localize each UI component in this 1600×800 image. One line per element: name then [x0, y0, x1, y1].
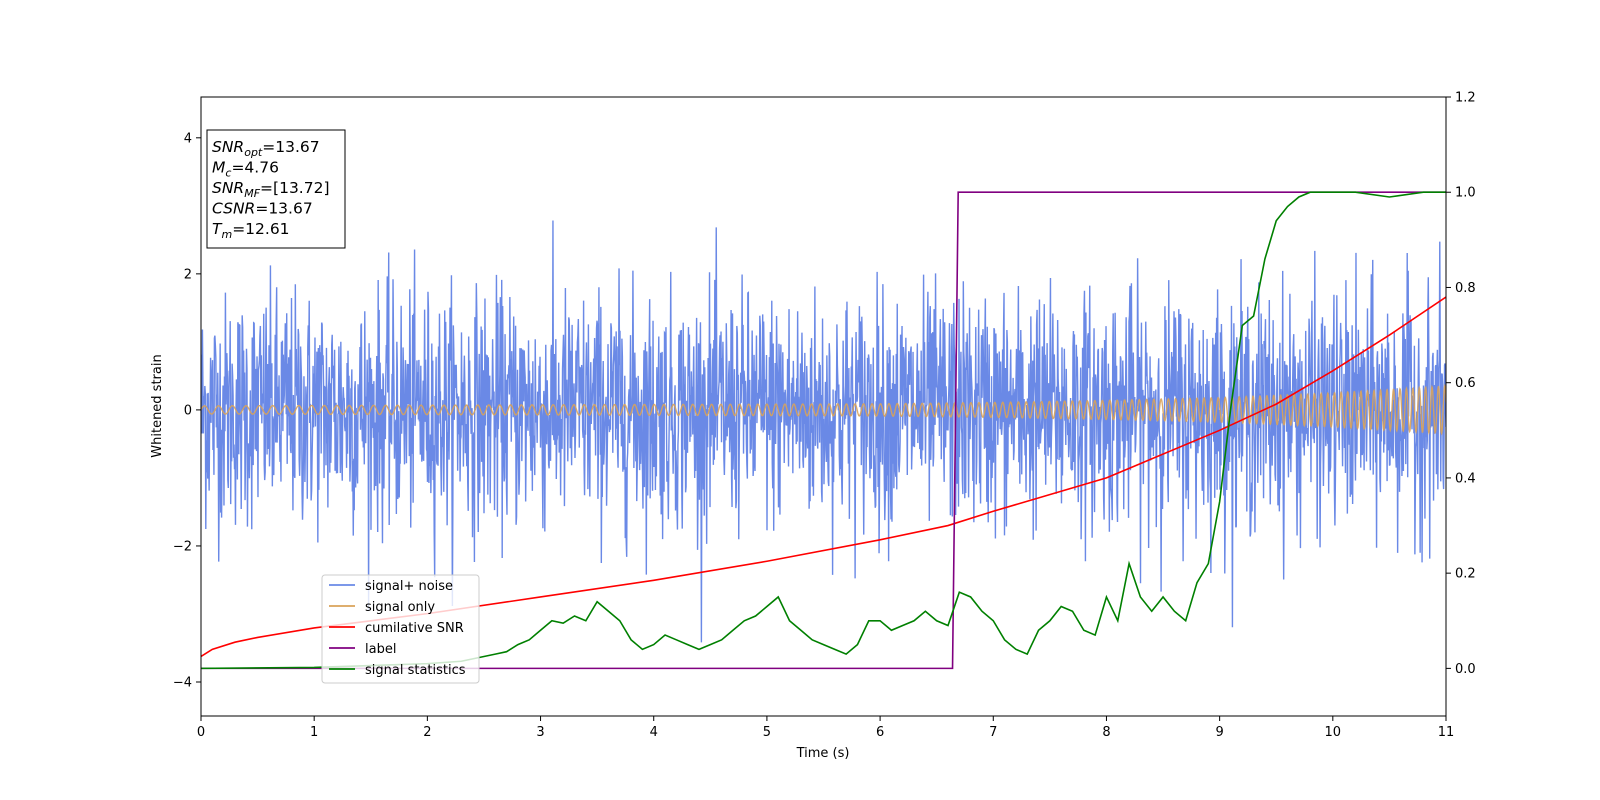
x-tick-label: 1	[310, 725, 318, 740]
y2-tick-label: 1.0	[1455, 186, 1476, 201]
plot-frame	[200, 96, 1447, 717]
x-tick-label: 4	[650, 725, 658, 740]
stats-line: Mc=4.76	[212, 159, 279, 180]
x-tick-label: 6	[876, 725, 884, 740]
y-axis: −4 −2 0 2 4	[173, 131, 201, 690]
y2-tick-label: 0.4	[1455, 471, 1476, 486]
x-tick-label: 8	[1102, 725, 1110, 740]
legend-label: cumilative SNR	[365, 621, 464, 636]
stats-box-frame	[206, 129, 346, 249]
y-tick-label: 4	[184, 131, 192, 146]
legend-label: signal only	[365, 600, 435, 615]
y2-tick-label: 0.6	[1455, 376, 1476, 391]
stats-box: SNRopt=13.67Mc=4.76SNRMF=[13.72]CSNR=13.…	[206, 129, 346, 249]
x-tick-label: 10	[1325, 725, 1342, 740]
stats-line: CSNR=13.67	[212, 200, 313, 218]
legend-label: signal statistics	[365, 663, 466, 678]
series-signal-statistics-line	[201, 191, 1446, 670]
x-axis: 0 1 2 3 4 5 6 7 8 9 10 11	[197, 716, 1454, 740]
legend: signal+ noise signal only cumilative SNR la…	[321, 574, 480, 684]
stats-line: SNRMF=[13.72]	[212, 179, 330, 200]
x-tick-label: 2	[423, 725, 431, 740]
plot-area	[201, 191, 1446, 670]
stats-line: Tm=12.61	[212, 220, 290, 241]
y-tick-label: −2	[173, 539, 192, 554]
x-tick-label: 7	[989, 725, 997, 740]
y-tick-label: 0	[184, 403, 192, 418]
y-axis-title: Whitened strain	[150, 354, 165, 457]
series-signal-noise-line	[201, 220, 1446, 643]
stats-line: SNRopt=13.67	[212, 138, 320, 159]
y2-tick-label: 0.8	[1455, 281, 1476, 296]
y2-tick-label: 0.0	[1455, 662, 1476, 677]
legend-label: signal+ noise	[365, 579, 453, 594]
y-tick-label: −4	[173, 675, 192, 690]
legend-frame	[321, 574, 480, 684]
x-tick-label: 9	[1215, 725, 1223, 740]
y2-axis: 0.0 0.2 0.4 0.6 0.8 1.0 1.2	[1446, 91, 1476, 677]
x-tick-label: 3	[536, 725, 544, 740]
y2-tick-label: 0.2	[1455, 567, 1476, 582]
x-tick-label: 11	[1438, 725, 1455, 740]
x-tick-label: 5	[763, 725, 771, 740]
x-axis-title: Time (s)	[796, 746, 850, 761]
x-tick-label: 0	[197, 725, 205, 740]
series-label-line	[201, 191, 1446, 670]
series-cumulative-snr-line	[201, 296, 1446, 658]
series-signal-only-line	[201, 383, 1446, 436]
legend-label: label	[365, 642, 396, 657]
y-tick-label: 2	[184, 267, 192, 282]
y2-tick-label: 1.2	[1455, 91, 1476, 106]
